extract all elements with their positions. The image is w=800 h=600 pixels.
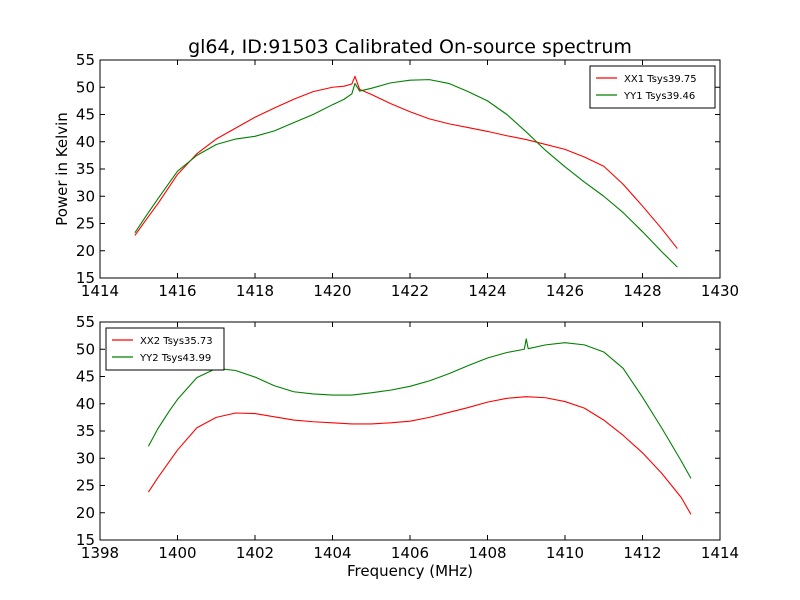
y-tick-label: 45 <box>76 106 95 124</box>
legend-label: XX2 Tsys35.73 <box>140 336 213 347</box>
y-tick-label: 30 <box>76 187 95 205</box>
series-line-2-1 <box>147 396 692 515</box>
y-tick-label: 40 <box>76 133 95 151</box>
x-tick-label: 1398 <box>81 544 119 562</box>
y-tick-label: 25 <box>76 215 95 233</box>
x-tick-label: 1416 <box>158 282 196 300</box>
legend-box <box>589 65 716 109</box>
y-tick-label: 55 <box>76 313 95 331</box>
panels: 1414 1416 1418 1420 1422 1424 1426 1428 1430 15 20… <box>53 51 739 580</box>
legend-label: YY2 Tsys43.99 <box>139 353 211 364</box>
x-tick-label: 1426 <box>546 282 584 300</box>
x-tick-label: 1428 <box>623 282 661 300</box>
x-tick-label: 1430 <box>701 282 739 300</box>
y-tick-label: 20 <box>76 504 95 522</box>
y-tick-label: 35 <box>76 160 95 178</box>
y-axis-label: Power in Kelvin <box>53 112 71 226</box>
x-tick-label: 1410 <box>546 544 584 562</box>
x-tick-label: 1406 <box>391 544 429 562</box>
legend-box <box>105 327 225 371</box>
x-tick-label: 1414 <box>701 544 739 562</box>
legend-2: XX2 Tsys35.73 YY2 Tsys43.99 <box>105 327 225 371</box>
y-tick-label: 30 <box>76 449 95 467</box>
y-tick-label: 50 <box>76 78 95 96</box>
y-tick-label: 35 <box>76 422 95 440</box>
legend-label: XX1 Tsys39.75 <box>624 74 697 85</box>
y-tick-label: 15 <box>76 531 95 549</box>
x-tick-label: 1402 <box>236 544 274 562</box>
chart-panel-1: 1414 1416 1418 1420 1422 1424 1426 1428 1430 15 20… <box>53 51 739 300</box>
series-line-1-1 <box>134 75 678 249</box>
y-tick-label: 40 <box>76 395 95 413</box>
y-tick-label: 55 <box>76 51 95 69</box>
x-tick-label: 1418 <box>236 282 274 300</box>
y-tick-label: 45 <box>76 368 95 386</box>
x-tick-label: 1400 <box>158 544 196 562</box>
series-line-1-2 <box>134 79 678 268</box>
x-tick-label: 1420 <box>313 282 351 300</box>
chart-panel-2: 1398 1400 1402 1404 1406 1408 1410 1412 1414 15 20… <box>76 313 739 580</box>
x-tick-label: 1424 <box>468 282 506 300</box>
x-tick-label: 1412 <box>623 544 661 562</box>
y-tick-label: 20 <box>76 242 95 260</box>
y-tick-label: 50 <box>76 340 95 358</box>
x-tick-label: 1414 <box>81 282 119 300</box>
x-tick-label: 1408 <box>468 544 506 562</box>
y-tick-label: 15 <box>76 269 95 287</box>
x-tick-label: 1404 <box>313 544 351 562</box>
legend-label: YY1 Tsys39.46 <box>623 91 695 102</box>
x-axis-label: Frequency (MHz) <box>347 562 473 580</box>
chart-title: gl64, ID:91503 Calibrated On-source spec… <box>188 36 632 58</box>
legend-1: XX1 Tsys39.75 YY1 Tsys39.46 <box>589 65 716 109</box>
y-tick-label: 25 <box>76 477 95 495</box>
x-tick-label: 1422 <box>391 282 429 300</box>
